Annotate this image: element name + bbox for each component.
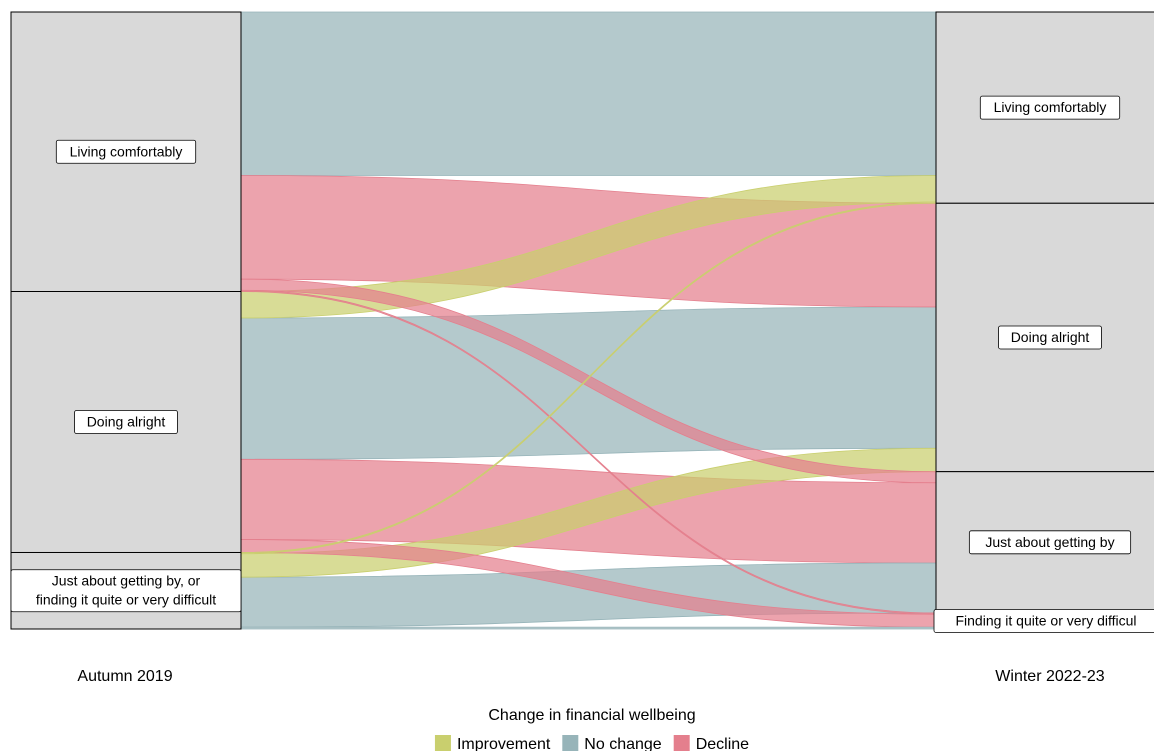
flow-just-about-getting-b-to-finding-it-quite-or-	[240, 626, 937, 630]
legend-swatch-no-change	[562, 735, 579, 751]
stratum-left-doing-alright-label: Doing alright	[87, 413, 166, 429]
legend-title: Change in financial wellbeing	[488, 707, 695, 724]
stratum-left-living-comfortably-label: Living comfortably	[70, 143, 183, 159]
stratum-right-just-about-getting-by-label: Just about getting by	[985, 534, 1114, 550]
stratum-right-just-about-getting-by-label-box	[968, 530, 1132, 555]
legend-label-no-change: No change	[584, 736, 661, 751]
legend-label-improvement: Improvement	[457, 736, 551, 751]
legend: Improvement No change Decline	[434, 735, 749, 751]
flows-layer	[240, 11, 937, 630]
legend-label-decline: Decline	[696, 736, 749, 751]
flow-living-comfortably-to-living-comfortably	[240, 11, 937, 176]
stratum-right-living-comfortably-label: Living comfortably	[994, 99, 1107, 115]
stratum-right-doing-alright-label: Doing alright	[1011, 329, 1090, 345]
stratum-left-living-comfortably-label-box	[55, 139, 197, 164]
stratum-right-doing-alright-label-box	[998, 325, 1102, 350]
stratum-right-finding-it-quite-or-very-diffi-label-box	[933, 609, 1154, 633]
stratum-left-just-about-getting-by-or-findi-label: finding it quite or very difficult	[36, 592, 216, 608]
stratum-left-doing-alright-label-box	[74, 410, 178, 434]
axis-label-autumn-2019: Autumn 2019	[77, 668, 172, 685]
axis-label-winter-2022-23: Winter 2022-23	[995, 668, 1104, 685]
stratum-left-just-about-getting-by-or-findi-label-box	[10, 569, 242, 613]
legend-swatch-improvement	[434, 735, 451, 751]
legend-swatch-decline	[673, 735, 690, 751]
stratum-right-finding-it-quite-or-very-diffi-label: Finding it quite or very difficul	[955, 612, 1136, 628]
stratum-left-just-about-getting-by-or-findi-label: Just about getting by, or	[52, 573, 201, 589]
strata-layer: Living comfortably Doing alright Just abou…	[10, 11, 1154, 633]
stratum-right-living-comfortably-label-box	[979, 95, 1121, 120]
